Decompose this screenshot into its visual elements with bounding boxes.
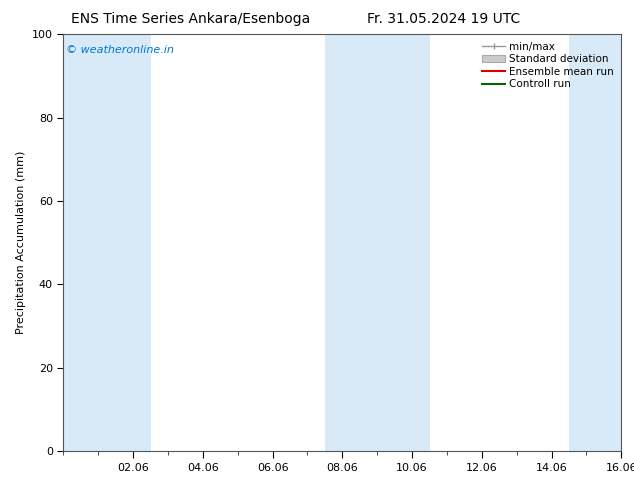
Text: ENS Time Series Ankara/Esenboga: ENS Time Series Ankara/Esenboga bbox=[70, 12, 310, 26]
Legend: min/max, Standard deviation, Ensemble mean run, Controll run: min/max, Standard deviation, Ensemble me… bbox=[480, 40, 616, 92]
Bar bbox=[63, 34, 150, 451]
Text: Fr. 31.05.2024 19 UTC: Fr. 31.05.2024 19 UTC bbox=[367, 12, 521, 26]
Text: © weatheronline.in: © weatheronline.in bbox=[66, 45, 174, 55]
Bar bbox=[325, 34, 429, 451]
Bar bbox=[569, 34, 621, 451]
Y-axis label: Precipitation Accumulation (mm): Precipitation Accumulation (mm) bbox=[16, 151, 27, 334]
